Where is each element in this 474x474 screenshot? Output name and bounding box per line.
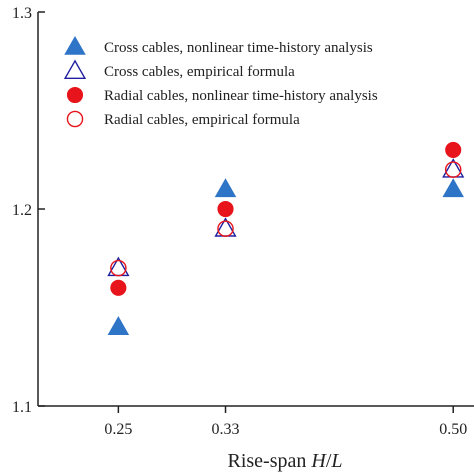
x-ticks: 0.25 0.33 0.50 [104, 406, 467, 438]
data-point-series-1 [107, 316, 130, 335]
data-point-series-3 [217, 200, 234, 218]
legend-label-3: Radial cables, nonlinear time-history an… [104, 88, 378, 104]
data-point-series-4 [217, 220, 234, 237]
data-point-series-4 [110, 259, 127, 277]
legend-marker-4 [66, 110, 84, 128]
y-tick-label: 1.1 [12, 399, 32, 416]
legend-marker-2 [63, 59, 87, 79]
legend-label-1: Cross cables, nonlinear time-history ana… [104, 40, 373, 56]
data-point-series-1 [442, 178, 464, 198]
legend: Cross cables, nonlinear time-history ana… [63, 35, 378, 128]
x-tick-label: 0.25 [104, 421, 132, 438]
data-point-series-3 [110, 279, 127, 296]
legend-label-4: Radial cables, empirical formula [104, 112, 300, 128]
data-markers [107, 141, 465, 335]
x-tick-label: 0.50 [439, 421, 467, 438]
legend-marker-1 [64, 35, 86, 55]
data-point-series-1 [214, 178, 237, 198]
x-tick-label: 0.33 [212, 421, 240, 438]
x-axis-title: Rise-span H/L [227, 450, 342, 472]
data-point-series-4 [444, 161, 462, 178]
legend-label-2: Cross cables, empirical formula [104, 64, 295, 80]
y-tick-label: 1.3 [12, 5, 32, 22]
data-point-series-3 [445, 141, 462, 158]
y-tick-label: 1.2 [12, 202, 32, 219]
y-ticks: 1.1 1.2 1.3 [12, 5, 45, 416]
legend-marker-3 [66, 86, 84, 104]
